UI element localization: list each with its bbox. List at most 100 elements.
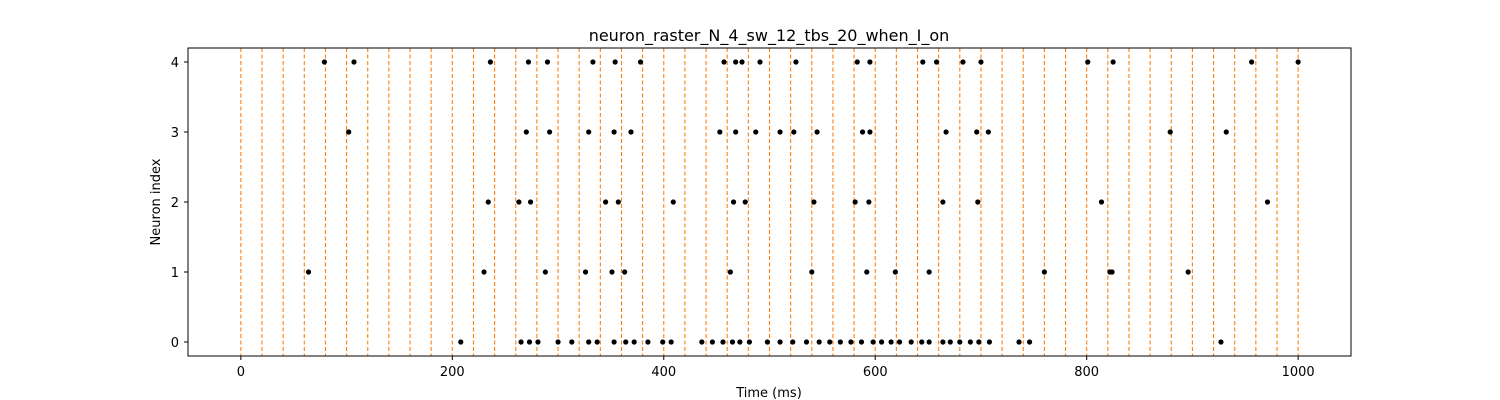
spike-point	[811, 199, 817, 205]
spike-point	[859, 129, 866, 135]
spike-point	[926, 339, 932, 345]
spike-point	[1026, 339, 1033, 345]
spike-point	[1016, 339, 1022, 345]
y-tick-label: 0	[171, 336, 179, 351]
spike-point	[746, 339, 753, 345]
spike-point	[791, 129, 797, 135]
spike-point	[1249, 59, 1255, 65]
spike-point	[737, 339, 743, 345]
spike-point	[1295, 59, 1301, 65]
spike-point	[803, 339, 810, 345]
spike-point	[986, 339, 993, 345]
spike-point	[525, 59, 532, 65]
x-tick-label: 200	[440, 365, 465, 380]
spike-point	[730, 199, 737, 205]
spike-point	[848, 339, 854, 345]
spike-point	[976, 339, 982, 345]
spike-point	[546, 129, 553, 135]
spike-point	[628, 129, 634, 135]
spike-point	[940, 199, 946, 205]
spike-point	[623, 339, 629, 345]
spike-point	[753, 129, 759, 135]
spike-point	[481, 269, 487, 275]
spike-point	[709, 339, 716, 345]
spike-point	[908, 339, 914, 345]
spike-point	[1098, 199, 1105, 205]
spike-point	[611, 129, 617, 135]
spike-point	[854, 59, 860, 65]
x-tick-label: 800	[1074, 365, 1099, 380]
spike-point	[892, 269, 898, 275]
spike-point	[699, 339, 705, 345]
spike-point	[777, 339, 783, 345]
spike-point	[947, 339, 953, 345]
spike-point	[896, 339, 903, 345]
spike-point	[569, 339, 575, 345]
chart-title: neuron_raster_N_4_sw_12_tbs_20_when_I_on	[589, 26, 950, 46]
spike-point	[1109, 269, 1115, 275]
spike-point	[518, 339, 524, 345]
spike-point	[1223, 129, 1229, 135]
spike-point	[933, 59, 940, 65]
spike-point	[757, 59, 763, 65]
spike-point	[866, 199, 872, 205]
y-axis-ticks: 0 1 2 3 4	[171, 56, 188, 351]
spike-point	[858, 339, 865, 345]
spike-point	[1041, 269, 1047, 275]
spike-point	[870, 339, 876, 345]
spike-point	[717, 129, 723, 135]
spike-point	[637, 59, 644, 65]
spike-point	[1185, 269, 1191, 275]
spike-point	[733, 129, 739, 135]
spike-point	[1218, 339, 1224, 345]
spike-point	[586, 339, 592, 345]
spike-point	[594, 339, 600, 345]
spike-point	[720, 339, 726, 345]
period-markers	[240, 48, 1299, 356]
spike-point	[622, 269, 628, 275]
spike-point	[943, 129, 949, 135]
spike-point	[727, 269, 733, 275]
spike-point	[919, 339, 925, 345]
x-tick-label: 400	[651, 365, 676, 380]
y-tick-label: 3	[171, 126, 179, 141]
spike-point	[733, 59, 739, 65]
spike-point	[777, 129, 783, 135]
spike-point	[926, 269, 932, 275]
spike-point	[867, 59, 873, 65]
y-axis-label: Neuron index	[149, 158, 164, 245]
spike-point	[612, 59, 618, 65]
spike-point	[742, 199, 748, 205]
spike-point	[967, 339, 973, 345]
spike-points	[305, 59, 1301, 345]
spike-point	[603, 199, 609, 205]
spike-point	[582, 269, 589, 275]
spike-point	[852, 199, 858, 205]
spike-point	[631, 339, 637, 345]
spike-point	[321, 59, 327, 65]
spike-point	[940, 339, 946, 345]
y-tick-label: 2	[171, 196, 179, 211]
spike-point	[790, 339, 796, 345]
spike-point	[975, 199, 981, 205]
spike-point	[668, 339, 674, 345]
spike-point	[611, 339, 617, 345]
spike-point	[864, 269, 870, 275]
spike-point	[729, 339, 736, 345]
spike-point	[974, 129, 980, 135]
spike-point	[542, 269, 548, 275]
x-tick-label: 600	[863, 365, 888, 380]
spike-point	[1167, 129, 1173, 135]
spike-point	[1110, 59, 1116, 65]
spike-point	[816, 339, 822, 345]
spike-point	[523, 129, 529, 135]
spike-point	[544, 59, 551, 65]
spike-point	[878, 339, 885, 345]
spike-point	[764, 339, 770, 345]
spike-point	[1085, 59, 1091, 65]
spike-point	[555, 339, 561, 345]
spike-point	[721, 59, 727, 65]
spike-point	[888, 339, 894, 345]
spike-point	[526, 339, 533, 345]
